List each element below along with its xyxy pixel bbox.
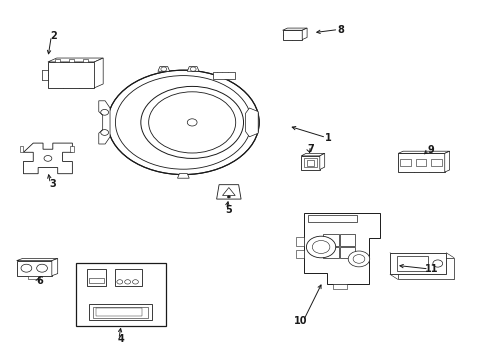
- Polygon shape: [216, 185, 241, 199]
- Polygon shape: [158, 67, 169, 71]
- Ellipse shape: [107, 70, 259, 175]
- Text: 1: 1: [325, 132, 331, 143]
- Polygon shape: [52, 258, 58, 276]
- Polygon shape: [282, 28, 306, 30]
- Polygon shape: [304, 213, 380, 284]
- Bar: [323, 247, 338, 258]
- Text: 5: 5: [225, 204, 232, 215]
- Bar: [28, 276, 40, 279]
- Polygon shape: [302, 28, 306, 40]
- Text: 8: 8: [337, 24, 344, 35]
- Bar: [86, 269, 106, 286]
- Polygon shape: [177, 174, 189, 178]
- Bar: [389, 253, 446, 274]
- Bar: [304, 158, 316, 167]
- Polygon shape: [444, 151, 448, 172]
- Bar: [48, 62, 94, 88]
- Bar: [17, 261, 52, 276]
- Bar: [89, 304, 152, 320]
- Bar: [93, 307, 148, 318]
- Bar: [430, 159, 441, 166]
- Text: 7: 7: [307, 144, 314, 154]
- Polygon shape: [187, 67, 199, 71]
- Text: 10: 10: [293, 316, 307, 326]
- Bar: [70, 146, 74, 152]
- Polygon shape: [397, 258, 453, 279]
- Bar: [82, 59, 87, 62]
- Bar: [20, 146, 23, 152]
- Text: 4: 4: [118, 334, 124, 344]
- Bar: [397, 153, 444, 172]
- Polygon shape: [94, 58, 103, 88]
- Bar: [55, 59, 60, 62]
- Bar: [301, 156, 319, 170]
- Bar: [307, 215, 357, 222]
- Bar: [96, 308, 142, 316]
- Text: 3: 3: [49, 179, 56, 189]
- Text: 6: 6: [37, 276, 43, 286]
- Polygon shape: [319, 153, 324, 170]
- Bar: [89, 278, 103, 283]
- Bar: [76, 263, 166, 326]
- Bar: [415, 159, 426, 166]
- Polygon shape: [99, 101, 110, 144]
- Bar: [295, 237, 304, 246]
- Bar: [332, 284, 346, 289]
- Bar: [396, 256, 427, 271]
- Polygon shape: [301, 153, 324, 156]
- Bar: [115, 269, 142, 286]
- Text: 2: 2: [50, 31, 57, 41]
- Text: 11: 11: [424, 264, 437, 274]
- Bar: [339, 234, 355, 246]
- Text: 9: 9: [427, 145, 434, 155]
- Bar: [339, 247, 355, 258]
- Circle shape: [227, 196, 230, 198]
- Bar: [295, 250, 304, 258]
- Polygon shape: [23, 143, 72, 174]
- Polygon shape: [397, 151, 448, 153]
- Circle shape: [347, 251, 369, 267]
- Polygon shape: [17, 258, 58, 261]
- Circle shape: [187, 119, 197, 126]
- Circle shape: [306, 236, 335, 258]
- Bar: [399, 159, 410, 166]
- Bar: [306, 160, 314, 166]
- Bar: [282, 30, 302, 40]
- Bar: [323, 234, 338, 246]
- Bar: [212, 72, 234, 79]
- Polygon shape: [245, 108, 258, 137]
- Polygon shape: [48, 58, 103, 62]
- Bar: [68, 59, 73, 62]
